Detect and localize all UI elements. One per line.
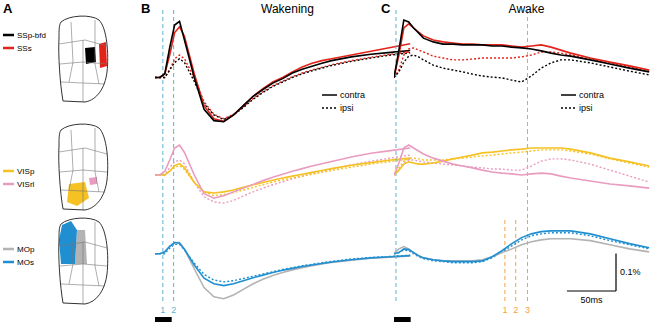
plot-area bbox=[394, 10, 649, 130]
area-border bbox=[95, 64, 99, 84]
panel-label: C bbox=[381, 1, 391, 16]
area-border bbox=[69, 170, 73, 190]
area-border bbox=[71, 224, 73, 264]
panel-label: B bbox=[141, 1, 150, 16]
plot-area bbox=[394, 130, 649, 220]
brain-outline bbox=[59, 124, 108, 210]
brain-region bbox=[67, 182, 89, 206]
key-line bbox=[561, 94, 576, 96]
region-label: VISrl bbox=[17, 180, 35, 189]
region-label: MOs bbox=[17, 258, 34, 267]
scale-bar-y bbox=[615, 254, 616, 292]
key-label: ipsi bbox=[579, 103, 593, 113]
region-swatch bbox=[3, 183, 14, 186]
marker-line bbox=[162, 10, 163, 130]
trace bbox=[155, 243, 410, 286]
region-label: VISp bbox=[17, 167, 35, 176]
area-border bbox=[83, 242, 84, 304]
region-swatch bbox=[3, 170, 14, 173]
region-label: SSp-bfd bbox=[17, 31, 46, 40]
plot-area bbox=[155, 130, 410, 220]
marker-line bbox=[527, 220, 528, 303]
brain-map bbox=[59, 16, 108, 102]
trace bbox=[394, 55, 649, 82]
marker-line bbox=[173, 130, 174, 220]
area-border bbox=[95, 172, 99, 192]
area-border bbox=[69, 264, 73, 284]
trace bbox=[155, 53, 410, 120]
trace bbox=[394, 148, 649, 175]
area-border bbox=[60, 170, 107, 172]
scale-label: 50ms bbox=[580, 295, 603, 305]
key-label: ipsi bbox=[340, 103, 354, 113]
region-swatch bbox=[3, 261, 14, 264]
key-line bbox=[322, 107, 337, 109]
marker-line bbox=[162, 220, 163, 303]
trace bbox=[155, 158, 410, 193]
stimulus-bar bbox=[155, 317, 172, 322]
marker-line bbox=[173, 220, 174, 303]
marker-line bbox=[515, 220, 516, 303]
trace bbox=[155, 21, 410, 122]
marker-label: 3 bbox=[525, 305, 530, 315]
key-line bbox=[322, 94, 337, 96]
plot-area bbox=[155, 220, 410, 303]
marker-label: 1 bbox=[160, 305, 165, 315]
trace bbox=[394, 231, 649, 262]
trace bbox=[155, 155, 410, 203]
region-label: MOp bbox=[17, 245, 35, 254]
area-border bbox=[60, 264, 107, 266]
area-border bbox=[71, 130, 73, 170]
chart-title: Wakening bbox=[261, 2, 314, 16]
marker-label: 2 bbox=[513, 305, 518, 315]
marker-line bbox=[395, 220, 396, 303]
marker-label: 2 bbox=[171, 305, 176, 315]
stimulus-bar bbox=[394, 317, 411, 322]
scale-label: 0.1% bbox=[620, 267, 641, 277]
trace bbox=[394, 20, 649, 77]
trace bbox=[394, 24, 649, 78]
figure-svg: A B C SSp-bfd SSs VISp VISrl MOp MOs Wakening cont… bbox=[0, 0, 660, 328]
brain-outline bbox=[59, 218, 108, 304]
brain-outline bbox=[59, 16, 108, 102]
plot-area bbox=[394, 220, 649, 303]
area-border bbox=[95, 222, 96, 266]
marker-label: 1 bbox=[502, 305, 507, 315]
brain-region bbox=[89, 177, 97, 185]
marker-line bbox=[527, 10, 528, 130]
key-line bbox=[561, 107, 576, 109]
region-swatch bbox=[3, 34, 14, 37]
region-swatch bbox=[3, 248, 14, 251]
plot-area bbox=[155, 10, 410, 130]
brain-map bbox=[59, 218, 108, 304]
trace bbox=[394, 145, 649, 188]
area-border bbox=[69, 62, 73, 82]
trace bbox=[155, 243, 410, 299]
panel-label: A bbox=[3, 1, 13, 16]
area-border bbox=[95, 128, 96, 172]
area-border bbox=[71, 22, 73, 62]
key-label: contra bbox=[340, 90, 365, 100]
brain-region bbox=[75, 230, 87, 264]
area-border bbox=[83, 148, 84, 210]
figure: A B C SSp-bfd SSs VISp VISrl MOp MOs Wakening cont… bbox=[0, 0, 660, 328]
area-border bbox=[95, 20, 96, 64]
trace bbox=[394, 239, 649, 261]
marker-line bbox=[504, 220, 505, 303]
area-border bbox=[60, 62, 107, 64]
trace bbox=[155, 145, 410, 198]
region-label: SSs bbox=[17, 44, 32, 53]
key-label: contra bbox=[579, 90, 604, 100]
scale-bar-x bbox=[567, 290, 616, 291]
brain-region bbox=[85, 47, 96, 64]
area-border bbox=[95, 266, 99, 286]
chart-title: Awake bbox=[509, 2, 545, 16]
marker-line bbox=[395, 130, 396, 220]
area-border bbox=[83, 40, 84, 102]
trace bbox=[155, 52, 410, 119]
brain-region bbox=[59, 221, 77, 264]
brain-map bbox=[59, 124, 108, 210]
region-swatch bbox=[3, 47, 14, 50]
